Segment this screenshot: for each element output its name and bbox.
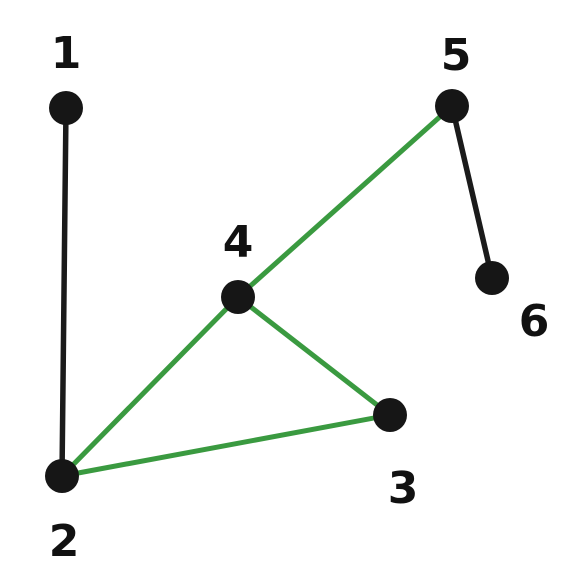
node-label-3: 3 — [388, 463, 419, 514]
edge-5-6 — [449, 103, 495, 281]
node-label-4: 4 — [223, 217, 254, 268]
edge-4-5 — [235, 103, 455, 300]
node-5 — [435, 89, 469, 123]
edges-layer — [59, 103, 495, 479]
node-label-1: 1 — [51, 28, 82, 79]
node-3 — [373, 398, 407, 432]
node-6 — [475, 261, 509, 295]
node-label-2: 2 — [49, 516, 80, 567]
nodes-layer — [45, 89, 509, 493]
node-label-5: 5 — [441, 30, 472, 81]
node-label-6: 6 — [519, 296, 550, 347]
node-2 — [45, 459, 79, 493]
edge-2-4 — [59, 294, 241, 479]
node-4 — [221, 280, 255, 314]
edge-4-3 — [235, 294, 393, 418]
edge-2-3 — [59, 412, 393, 479]
labels-layer: 1 2 3 4 5 6 — [49, 28, 550, 567]
edge-1-2 — [59, 105, 69, 479]
node-1 — [49, 91, 83, 125]
